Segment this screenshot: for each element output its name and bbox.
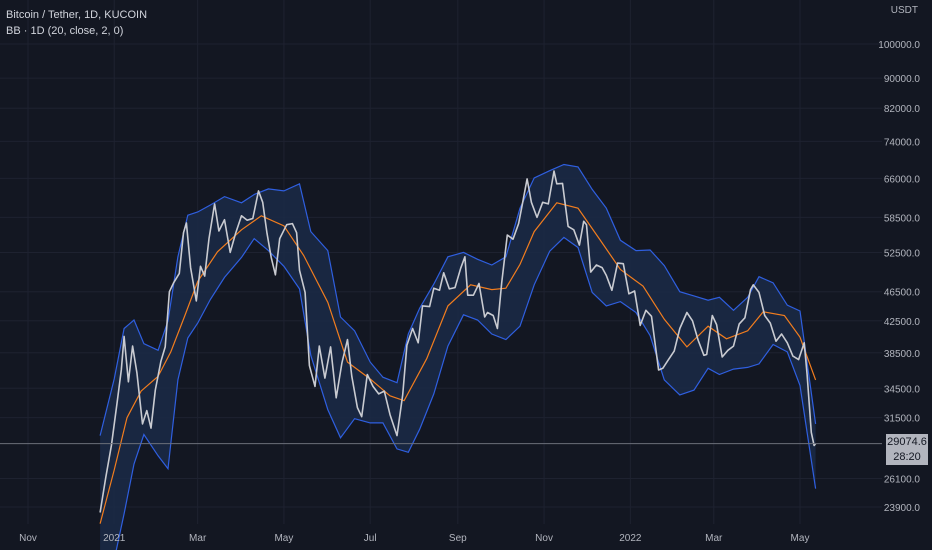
y-tick-label: 58500.0 [884, 213, 921, 224]
y-tick-label: 52500.0 [884, 248, 921, 259]
x-tick-label: Jul [364, 533, 377, 544]
x-tick-label: Mar [705, 533, 723, 544]
y-tick-label: 38500.0 [884, 349, 921, 360]
price-line [99, 170, 817, 513]
y-tick-label: 34500.0 [884, 384, 921, 395]
y-tick-label: 46500.0 [884, 288, 921, 299]
currency-label[interactable]: USDT [890, 5, 918, 16]
x-tick-label: May [274, 533, 293, 544]
y-tick-label: 42500.0 [884, 317, 921, 328]
x-tick-label: Mar [189, 533, 207, 544]
x-tick-label: Sep [449, 533, 467, 544]
basis-line [99, 202, 817, 524]
last-price-label: 29074.6 [886, 434, 928, 450]
chart-legend: Bitcoin / Tether, 1D, KUCOIN BB · 1D (20… [6, 7, 147, 39]
upper-band-line [99, 163, 817, 436]
x-tick-label: 2021 [103, 533, 126, 544]
y-tick-label: 90000.0 [884, 74, 921, 85]
y-tick-label: 26100.0 [884, 475, 921, 486]
symbol-title[interactable]: Bitcoin / Tether, 1D, KUCOIN [6, 9, 148, 21]
y-tick-label: 66000.0 [884, 174, 921, 185]
x-tick-label: May [791, 533, 810, 544]
x-tick-label: 2022 [619, 533, 642, 544]
y-tick-label: 74000.0 [884, 137, 921, 148]
x-tick-label: Nov [535, 533, 553, 544]
bar-countdown-label: 28:20 [886, 450, 928, 465]
lower-band-line [115, 236, 817, 550]
x-tick-label: Nov [19, 533, 37, 544]
y-tick-label: 31500.0 [884, 414, 921, 425]
y-tick-label: 82000.0 [884, 104, 921, 115]
indicator-title[interactable]: BB · 1D (20, close, 2, 0) [6, 25, 124, 37]
y-tick-label: 100000.0 [878, 40, 920, 51]
y-tick-label: 23900.0 [884, 503, 921, 514]
